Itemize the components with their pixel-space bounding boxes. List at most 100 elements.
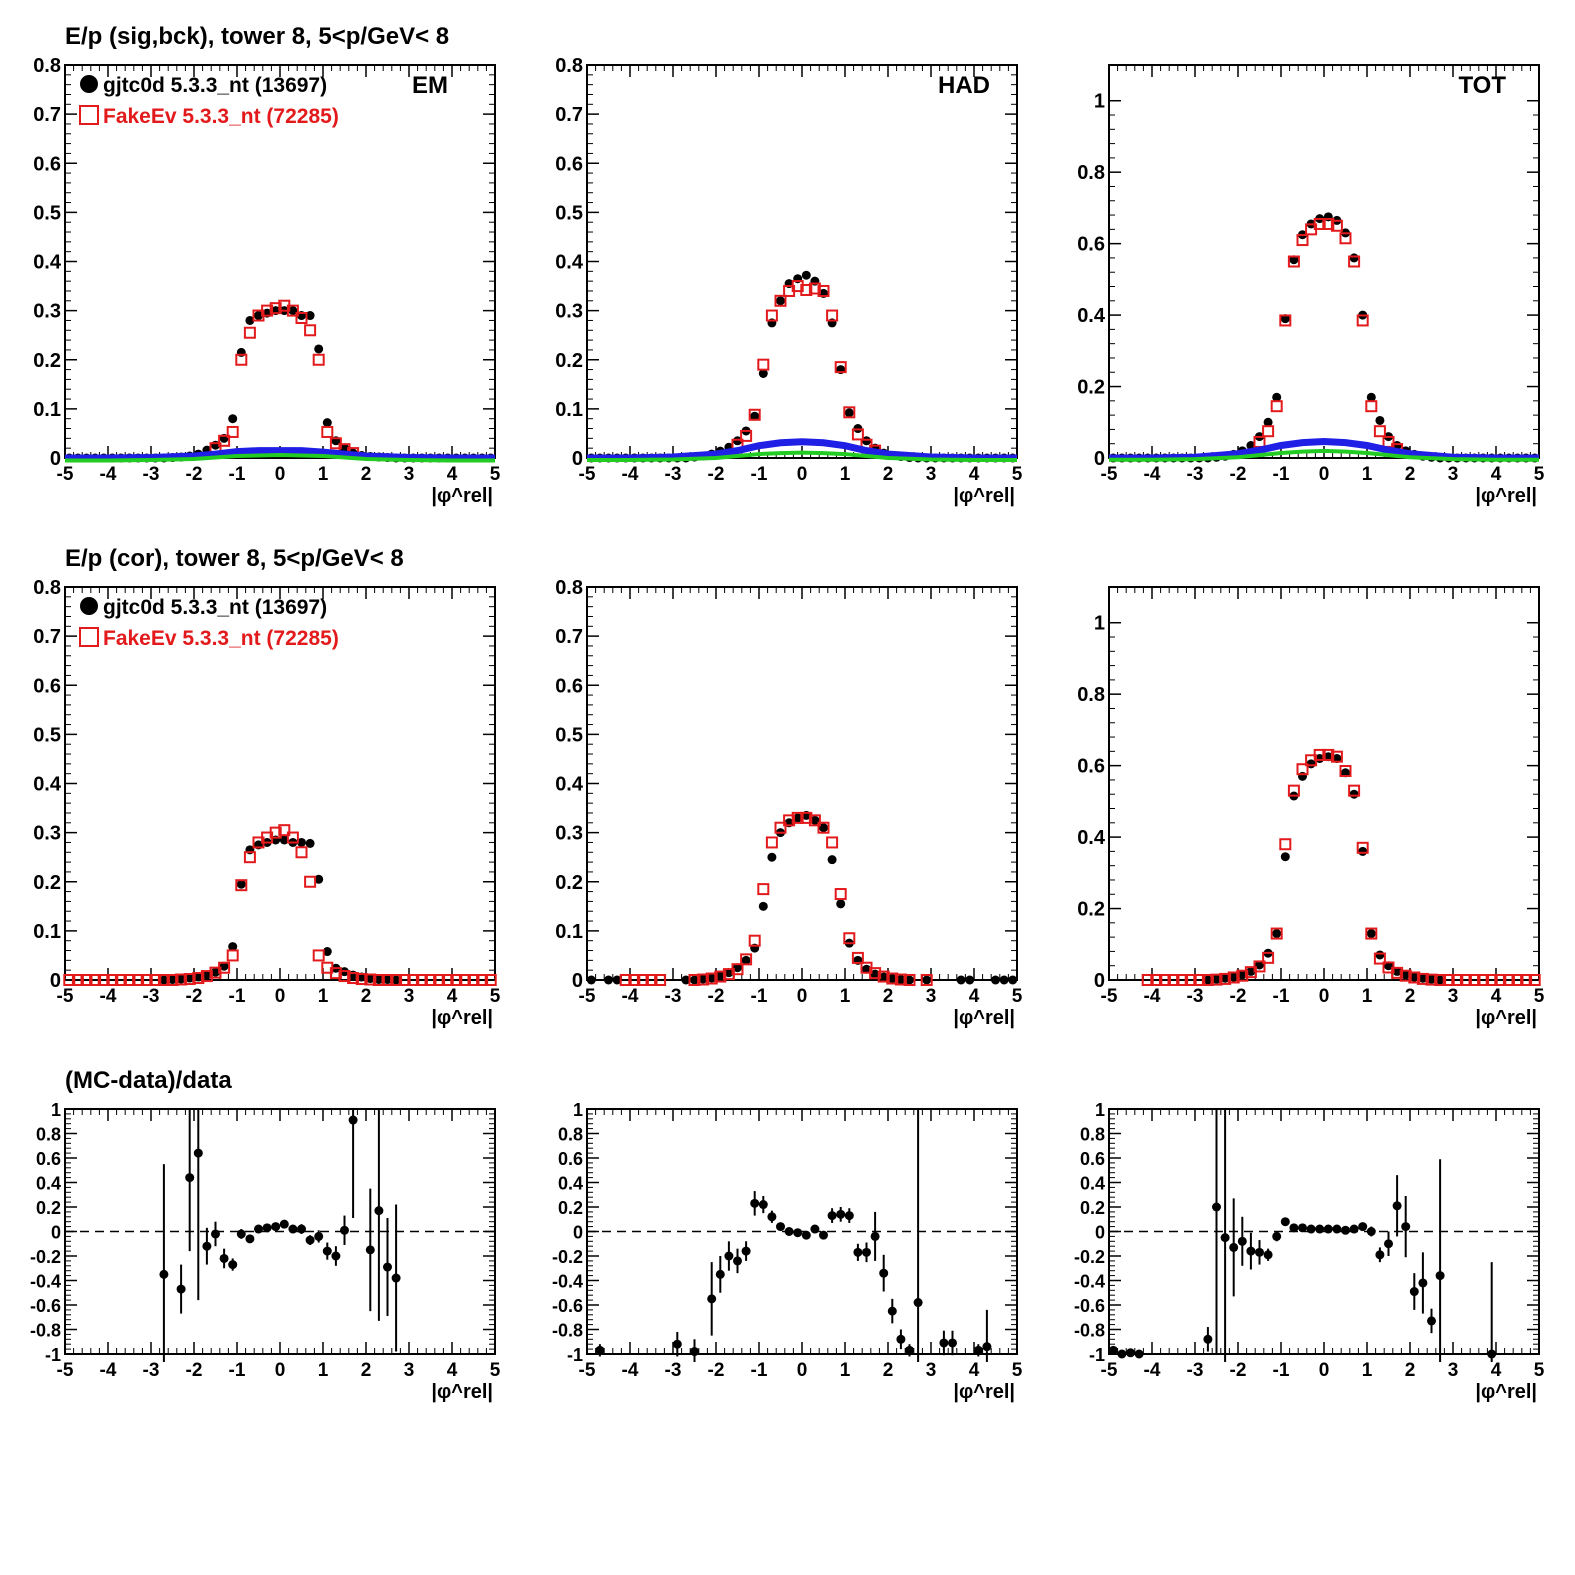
x-tick-label: 1 bbox=[1362, 1360, 1373, 1381]
y-tick-label: 0 bbox=[50, 970, 61, 992]
mc-point bbox=[235, 879, 248, 892]
data-point bbox=[965, 975, 975, 985]
x-tick-label: 2 bbox=[1405, 986, 1416, 1007]
ratio-point bbox=[844, 1211, 854, 1221]
plot-frame bbox=[586, 64, 1018, 459]
mc-point bbox=[321, 425, 334, 438]
ratio-point bbox=[1298, 1223, 1307, 1233]
x-tick-label: -2 bbox=[1230, 464, 1247, 485]
x-tick-label: -4 bbox=[100, 986, 117, 1007]
mc-point bbox=[450, 974, 463, 986]
mc-point bbox=[774, 821, 787, 834]
x-tick-label: -2 bbox=[186, 986, 203, 1007]
mc-point bbox=[97, 974, 110, 986]
x-tick-label: -4 bbox=[1144, 986, 1161, 1007]
mc-point bbox=[1330, 219, 1343, 232]
ratio-point bbox=[733, 1256, 742, 1266]
mc-point bbox=[765, 836, 778, 849]
y-tick-label: 0.6 bbox=[1080, 1149, 1105, 1169]
ratio-point bbox=[245, 1234, 255, 1244]
y-tick-label: 0.2 bbox=[1080, 1198, 1105, 1218]
x-tick-label: -3 bbox=[1187, 464, 1204, 485]
y-tick-label: 0.3 bbox=[555, 823, 583, 845]
data-point bbox=[1375, 415, 1385, 425]
data-point bbox=[219, 961, 229, 971]
ratio-point bbox=[939, 1338, 949, 1348]
y-tick-label: 0.4 bbox=[555, 252, 584, 274]
mc-point bbox=[261, 304, 274, 317]
mc-point bbox=[791, 280, 804, 293]
x-tick-label: 4 bbox=[447, 1360, 458, 1381]
mc-point bbox=[834, 361, 847, 374]
data-point bbox=[314, 874, 324, 884]
mc-point bbox=[851, 951, 864, 964]
ratio-point bbox=[1280, 1217, 1290, 1227]
data-point bbox=[793, 813, 803, 823]
row1-title: E/p (sig,bck), tower 8, 5<p/GeV< 8 bbox=[65, 23, 449, 50]
y-tick-label: 1 bbox=[1095, 1100, 1105, 1120]
data-point bbox=[159, 975, 169, 985]
x-tick-label: -5 bbox=[579, 464, 596, 485]
ratio-point bbox=[1435, 1271, 1445, 1281]
ratio-point bbox=[254, 1224, 263, 1234]
ratio-point bbox=[784, 1227, 794, 1236]
ratio-point bbox=[1306, 1224, 1316, 1234]
mc-point bbox=[765, 309, 778, 322]
mc-point bbox=[1210, 973, 1223, 986]
y-tick-label: -1 bbox=[567, 1345, 583, 1365]
y-tick-label: 0.5 bbox=[33, 202, 61, 224]
x-tick-label: 0 bbox=[1319, 986, 1330, 1007]
x-tick-label: 2 bbox=[361, 1360, 372, 1381]
ratio-point bbox=[1341, 1225, 1350, 1235]
ratio-point bbox=[383, 1262, 392, 1272]
mc-point bbox=[106, 974, 119, 986]
mc-point bbox=[1348, 784, 1361, 797]
plot-data bbox=[586, 810, 1018, 986]
plot-data bbox=[586, 270, 1018, 463]
y-tick-label: 0.6 bbox=[1077, 756, 1105, 778]
ratio-point bbox=[887, 1306, 897, 1316]
row3-title: (MC-data)/data bbox=[65, 1067, 232, 1094]
mc-point bbox=[851, 428, 864, 441]
x-tick-label: -4 bbox=[622, 1360, 639, 1381]
mc-point bbox=[1322, 217, 1335, 230]
y-tick-label: 0.4 bbox=[33, 774, 62, 796]
ratio-point bbox=[1315, 1224, 1325, 1234]
ratio-point bbox=[176, 1284, 186, 1294]
ratio-point bbox=[776, 1222, 785, 1232]
data-point bbox=[836, 899, 846, 909]
y-tick-label: -0.8 bbox=[552, 1321, 583, 1341]
data-point bbox=[879, 972, 889, 982]
mc-point bbox=[286, 831, 299, 844]
mc-point bbox=[149, 974, 162, 986]
y-tick-label: -0.4 bbox=[1074, 1272, 1105, 1292]
x-axis-label: |φ^rel| bbox=[953, 1007, 1015, 1029]
mc-point bbox=[1141, 974, 1154, 986]
x-tick-label: 4 bbox=[1491, 1360, 1502, 1381]
data-point bbox=[305, 838, 315, 848]
data-point bbox=[733, 963, 742, 973]
x-tick-label: 0 bbox=[275, 464, 286, 485]
x-tick-label: -4 bbox=[1144, 1360, 1161, 1381]
data-point bbox=[279, 835, 289, 845]
x-tick-label: -1 bbox=[751, 1360, 768, 1381]
y-tick-label: -0.6 bbox=[552, 1296, 583, 1316]
y-tick-label: 0.2 bbox=[33, 872, 61, 894]
mc-point bbox=[1477, 974, 1490, 986]
data-point bbox=[322, 418, 332, 428]
ratio-point bbox=[1392, 1201, 1402, 1211]
ratio-point bbox=[750, 1198, 760, 1208]
x-tick-label: 1 bbox=[840, 986, 851, 1007]
mc-point bbox=[748, 934, 761, 947]
data-point bbox=[707, 973, 717, 983]
y-tick-label: 1 bbox=[1094, 91, 1105, 113]
legend-label-mc: FakeEv 5.3.3_nt (72285) bbox=[103, 627, 339, 650]
mc-point bbox=[826, 309, 839, 322]
y-tick-label: 0.1 bbox=[33, 399, 61, 421]
mc-point bbox=[1425, 973, 1438, 986]
ratio-point bbox=[1203, 1334, 1213, 1344]
ratio-point bbox=[193, 1148, 203, 1158]
x-tick-label: 1 bbox=[840, 464, 851, 485]
ratio-point bbox=[982, 1342, 992, 1352]
data-point bbox=[1237, 970, 1247, 980]
